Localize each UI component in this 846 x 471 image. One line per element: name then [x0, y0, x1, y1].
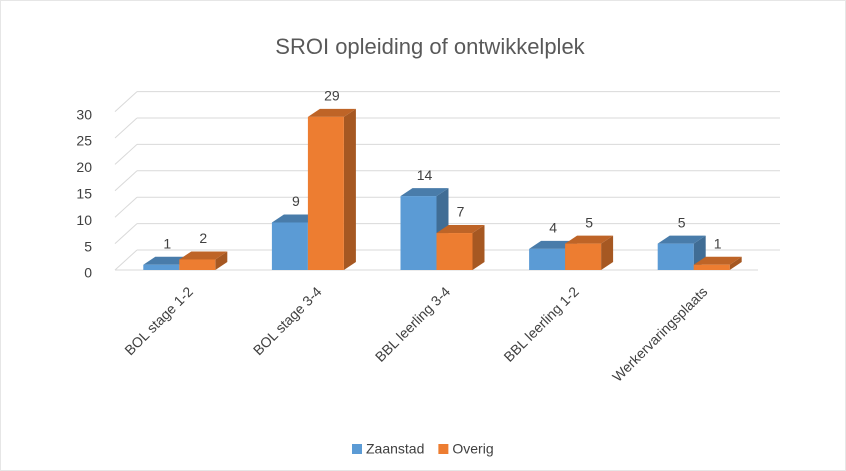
bar-top [307, 108, 356, 117]
bar [693, 256, 742, 270]
bar [565, 235, 614, 270]
chart-title: SROI opleiding of ontwikkelplek [275, 34, 585, 59]
data-label: 1 [714, 235, 722, 251]
data-label: 9 [292, 193, 300, 209]
grid-line-side [114, 91, 138, 112]
data-label: 5 [678, 214, 686, 230]
bar-front [693, 264, 730, 270]
data-label: 5 [585, 214, 593, 230]
data-label: 2 [199, 230, 207, 246]
grid-line-side [114, 223, 138, 244]
bar-side [343, 108, 356, 270]
bar-front [529, 248, 566, 270]
bar-top [565, 235, 614, 244]
bar-front [565, 243, 602, 270]
grid-line-side [114, 249, 138, 271]
legend-swatch [352, 444, 362, 454]
data-label: 14 [417, 167, 433, 183]
bar-side [472, 225, 485, 270]
data-label: 4 [549, 220, 557, 236]
bar-top [179, 251, 228, 260]
grid-line-side [114, 196, 138, 218]
y-tick-label: 30 [76, 106, 92, 122]
grid-line-side [114, 144, 138, 165]
data-label: 1 [163, 235, 171, 251]
bar-front [400, 196, 437, 270]
grid-line-side [114, 170, 138, 192]
data-label: 7 [457, 204, 465, 220]
legend-label: Overig [452, 441, 493, 457]
bar-front [657, 243, 694, 270]
y-tick-label: 15 [76, 186, 92, 202]
y-tick-label: 25 [76, 133, 92, 149]
y-tick-label: 20 [76, 159, 92, 175]
bar-side [215, 251, 228, 270]
bar-side [729, 256, 742, 270]
bar-front [143, 264, 180, 270]
bar-top [657, 235, 706, 244]
bar-top [436, 225, 485, 234]
y-tick-label: 5 [84, 238, 92, 254]
bar-front [436, 233, 473, 270]
bar [307, 108, 356, 270]
y-tick-label: 0 [84, 265, 92, 281]
bar [179, 251, 228, 270]
bar-front [271, 222, 308, 270]
y-tick-label: 10 [76, 212, 92, 228]
bar-front [307, 116, 344, 270]
legend-swatch [438, 444, 449, 454]
bar-front [179, 259, 216, 270]
legend-label: Zaanstad [366, 441, 424, 457]
bar [436, 225, 485, 270]
grid-line-side [114, 117, 138, 139]
bar-side [601, 235, 614, 270]
data-label: 29 [324, 88, 340, 104]
bar-top [693, 256, 742, 265]
bar-top [400, 188, 449, 197]
